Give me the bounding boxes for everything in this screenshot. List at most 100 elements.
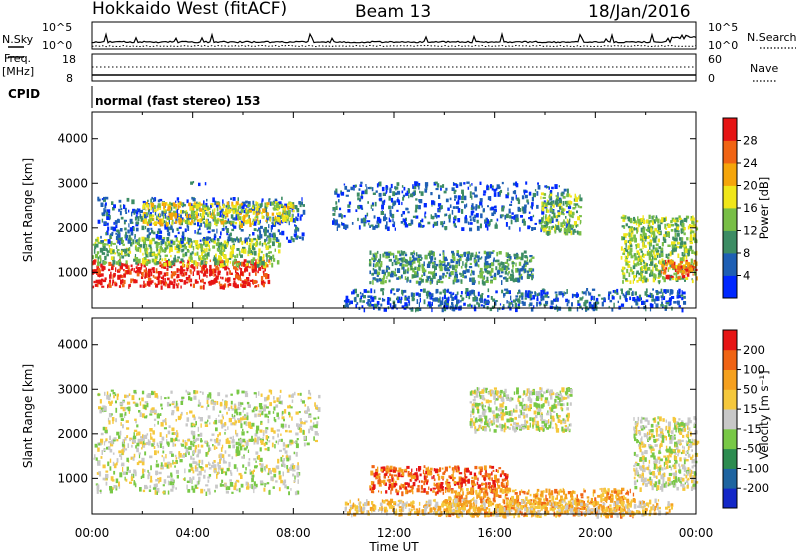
heatmap-cell (415, 204, 418, 209)
heatmap-cell (487, 265, 490, 268)
heatmap-cell (285, 455, 289, 459)
heatmap-cell (168, 463, 170, 469)
heatmap-cell (148, 440, 151, 446)
heatmap-cell (161, 455, 163, 458)
heatmap-cell (482, 276, 485, 281)
heatmap-cell (394, 186, 396, 190)
heatmap-cell (141, 225, 145, 231)
heatmap-cell (166, 237, 170, 241)
heatmap-cell (466, 203, 468, 208)
heatmap-cell (131, 227, 135, 232)
heatmap-cell (419, 258, 422, 261)
heatmap-cell (446, 299, 449, 305)
heatmap-cell (235, 453, 238, 457)
heatmap-cell (657, 249, 660, 253)
heatmap-cell (683, 243, 687, 248)
heatmap-cell (273, 220, 276, 225)
heatmap-cell (245, 442, 249, 446)
heatmap-cell (125, 478, 128, 482)
heatmap-cell (116, 249, 118, 254)
heatmap-cell (109, 233, 114, 237)
heatmap-cell (405, 252, 407, 255)
heatmap-cell (450, 259, 453, 264)
heatmap-cell (402, 290, 405, 294)
heatmap-cell (646, 263, 648, 267)
heatmap-cell (489, 262, 492, 266)
heatmap-cell (135, 257, 139, 260)
heatmap-cell (632, 228, 634, 231)
heatmap-cell (679, 268, 682, 271)
heatmap-cell (272, 237, 276, 241)
heatmap-cell (445, 274, 447, 278)
heatmap-cell (274, 419, 277, 423)
heatmap-cell (439, 185, 443, 188)
heatmap-cell (223, 254, 227, 260)
heatmap-cell (192, 266, 196, 270)
heatmap-cell (691, 249, 694, 254)
heatmap-cell (550, 201, 553, 206)
heatmap-cell (627, 247, 630, 250)
heatmap-cell (504, 270, 507, 275)
heatmap-cell (627, 253, 629, 258)
heatmap-cell (397, 250, 401, 254)
heatmap-cell (666, 233, 670, 237)
heatmap-cell (128, 250, 132, 254)
heatmap-cell (495, 290, 498, 294)
heatmap-cell (433, 271, 436, 274)
heatmap-cell (94, 454, 96, 459)
heatmap-cell (114, 283, 118, 287)
heatmap-cell (386, 265, 389, 268)
heatmap-cell (521, 219, 525, 224)
heatmap-cell (243, 209, 246, 214)
heatmap-cell (108, 244, 110, 248)
heatmap-cell (153, 483, 157, 488)
heatmap-cell (276, 465, 280, 470)
heatmap-cell (234, 255, 236, 259)
heatmap-cell (461, 196, 464, 201)
heatmap-cell (142, 489, 146, 493)
heatmap-cell (123, 413, 126, 419)
heatmap-cell (188, 451, 190, 456)
heatmap-cell (104, 261, 108, 264)
heatmap-cell (228, 440, 231, 445)
heatmap-cell (164, 202, 167, 206)
heatmap-cell (578, 195, 580, 200)
heatmap-cell (122, 243, 125, 246)
heatmap-cell (196, 454, 200, 458)
heatmap-cell (476, 255, 480, 259)
heatmap-cell (393, 221, 396, 226)
heatmap-cell (181, 235, 185, 240)
heatmap-cell (150, 432, 152, 438)
heatmap-cell (481, 293, 484, 295)
heatmap-cell (195, 461, 198, 464)
heatmap-cell (250, 253, 254, 256)
heatmap-cell (259, 438, 262, 441)
heatmap-cell (181, 217, 184, 222)
heatmap-cell (231, 491, 234, 494)
heatmap-cell (650, 258, 652, 263)
heatmap-cell (238, 441, 242, 446)
heatmap-cell (472, 270, 475, 276)
heatmap-cell (465, 288, 469, 293)
heatmap-cell (645, 299, 649, 303)
heatmap-cell (108, 268, 111, 272)
heatmap-cell (395, 262, 398, 266)
heatmap-cell (251, 268, 255, 273)
heatmap-cell (279, 232, 282, 235)
heatmap-cell (244, 413, 246, 416)
heatmap-cell (512, 264, 514, 269)
heatmap-cell (112, 452, 115, 455)
heatmap-cell (95, 238, 98, 242)
heatmap-cell (650, 231, 652, 235)
nave-tick-top: 60 (708, 53, 722, 66)
heatmap-cell (249, 247, 251, 253)
heatmap-cell (624, 255, 626, 259)
heatmap-cell (140, 264, 143, 269)
heatmap-cell (118, 261, 122, 266)
heatmap-cell (219, 213, 222, 218)
heatmap-cell (562, 213, 565, 216)
heatmap-cell (608, 291, 612, 295)
heatmap-cell (434, 213, 437, 218)
heatmap-cell (521, 265, 525, 268)
heatmap-cell (533, 227, 536, 230)
